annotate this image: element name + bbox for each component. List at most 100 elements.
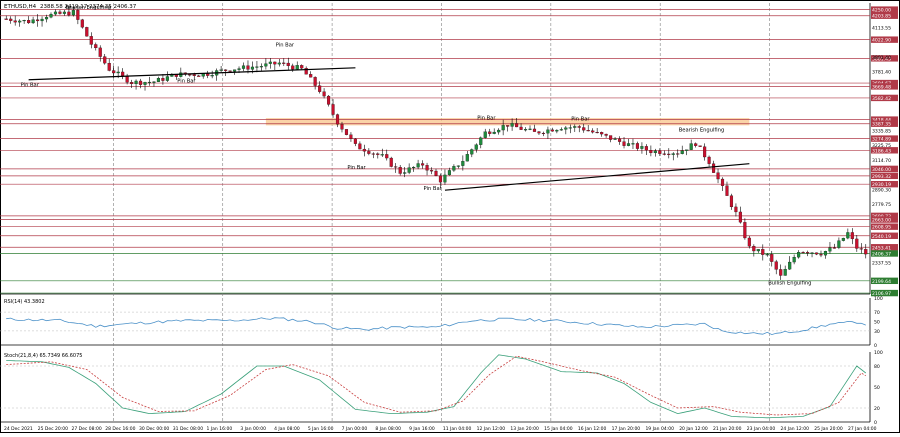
candle-bull bbox=[492, 131, 496, 134]
candle-bear bbox=[595, 131, 599, 134]
candle-bull bbox=[685, 149, 689, 151]
x-tick-label: 25 Dec 20:00 bbox=[38, 426, 68, 432]
candle-bear bbox=[192, 74, 196, 76]
candle-bull bbox=[407, 167, 411, 173]
candle-bear bbox=[224, 69, 228, 71]
candle-bear bbox=[188, 74, 192, 76]
candle-bull bbox=[497, 129, 501, 133]
candle-bull bbox=[456, 165, 460, 167]
candle-bull bbox=[412, 166, 416, 169]
level-label-bg bbox=[871, 250, 898, 257]
candle-bull bbox=[143, 82, 147, 85]
candle-bear bbox=[67, 11, 71, 16]
candle-bear bbox=[586, 130, 590, 132]
rsi-tick-label: 100 bbox=[874, 296, 883, 302]
candle-bear bbox=[541, 132, 545, 135]
candle-bear bbox=[779, 269, 783, 276]
trendline bbox=[28, 67, 356, 81]
candle-bull bbox=[403, 172, 407, 174]
candle-bear bbox=[850, 232, 854, 240]
candle-bull bbox=[22, 20, 26, 22]
x-tick-label: 27 Jan 04:00 bbox=[848, 426, 877, 432]
candle-bear bbox=[327, 95, 331, 105]
candle-bear bbox=[353, 138, 357, 144]
candle-bull bbox=[564, 127, 568, 130]
rsi-tick-label: 30 bbox=[874, 329, 880, 335]
candle-bear bbox=[582, 127, 586, 131]
candle-bull bbox=[510, 123, 514, 127]
candle-bear bbox=[747, 237, 751, 247]
candle-bear bbox=[161, 78, 165, 81]
candle-bear bbox=[855, 238, 859, 249]
level-label: 2199.64 bbox=[872, 279, 891, 285]
candle-bull bbox=[613, 138, 617, 140]
candle-bear bbox=[658, 150, 662, 154]
candle-bear bbox=[80, 19, 84, 28]
candle-bear bbox=[394, 166, 398, 168]
candle-bear bbox=[94, 44, 98, 49]
pattern-annotation: Pin Bar bbox=[21, 83, 40, 89]
candle-bull bbox=[264, 63, 268, 67]
candle-bull bbox=[788, 261, 792, 270]
level-label: 4022.90 bbox=[872, 38, 891, 44]
candle-bull bbox=[232, 69, 237, 72]
candle-bear bbox=[716, 172, 720, 180]
candle-bull bbox=[255, 66, 259, 68]
candle-bull bbox=[165, 76, 169, 81]
candle-bear bbox=[577, 126, 581, 128]
level-label-bg bbox=[871, 180, 898, 188]
candle-bull bbox=[792, 257, 796, 263]
x-tick-label: 28 Dec 16:00 bbox=[105, 426, 135, 432]
candle-bull bbox=[841, 237, 845, 241]
stoch-title: Stoch(21,8,4) 65.7349 66.6075 bbox=[4, 353, 82, 359]
candle-bull bbox=[483, 131, 487, 138]
candle-bear bbox=[429, 170, 434, 172]
x-tick-label: 15 Jan 04:00 bbox=[544, 426, 573, 432]
rsi-tick-label: 0 bbox=[874, 343, 877, 349]
candle-bear bbox=[649, 150, 653, 154]
level-label-bg bbox=[871, 216, 898, 223]
candle-bear bbox=[859, 248, 863, 250]
pattern-annotation: Pin Bar bbox=[276, 43, 295, 49]
level-label: 3186.43 bbox=[872, 148, 891, 154]
candle-bull bbox=[40, 18, 44, 22]
candle-bull bbox=[277, 62, 281, 65]
candle-bear bbox=[434, 170, 438, 176]
level-label-bg bbox=[871, 223, 898, 230]
x-tick-label: 12 Jan 12:00 bbox=[477, 426, 506, 432]
rsi-tick-label: 70 bbox=[874, 310, 880, 316]
trendline bbox=[444, 163, 750, 191]
level-label-bg bbox=[871, 79, 898, 87]
candle-bear bbox=[385, 154, 389, 159]
stoch-tick-label: 50 bbox=[874, 385, 880, 391]
candle-bull bbox=[523, 129, 528, 131]
candle-bear bbox=[770, 254, 774, 262]
candle-bull bbox=[201, 73, 205, 77]
x-tick-label: 1 Jan 16:00 bbox=[207, 426, 233, 432]
candle-bear bbox=[734, 206, 738, 213]
level-label-bg bbox=[871, 83, 898, 90]
candle-bear bbox=[322, 91, 326, 97]
x-tick-label: 31 Dec 08:00 bbox=[173, 426, 203, 432]
candle-bull bbox=[783, 269, 787, 276]
candle-bull bbox=[49, 13, 53, 18]
candle-bull bbox=[152, 81, 156, 83]
level-label: 3387.35 bbox=[872, 122, 891, 128]
candle-bear bbox=[676, 153, 680, 155]
x-tick-label: 25 Jan 20:00 bbox=[814, 426, 843, 432]
candle-bull bbox=[443, 174, 447, 183]
x-tick-label: 17 Jan 20:00 bbox=[612, 426, 641, 432]
candle-bull bbox=[640, 146, 644, 149]
x-tick-label: 24 Jan 12:00 bbox=[780, 426, 809, 432]
level-label: 2930.19 bbox=[872, 182, 891, 188]
price-tick-label: 2337.55 bbox=[872, 261, 891, 267]
level-label-bg bbox=[871, 232, 898, 239]
candle-bear bbox=[819, 254, 823, 256]
ohlc-readout: 2388.58 2419.17 2374.35 2406.37 bbox=[40, 4, 137, 10]
candle-bull bbox=[689, 143, 693, 150]
level-label-bg bbox=[871, 6, 898, 13]
level-label: 2540.19 bbox=[872, 234, 891, 240]
level-label-bg bbox=[871, 55, 898, 62]
candle-bull bbox=[653, 150, 657, 154]
